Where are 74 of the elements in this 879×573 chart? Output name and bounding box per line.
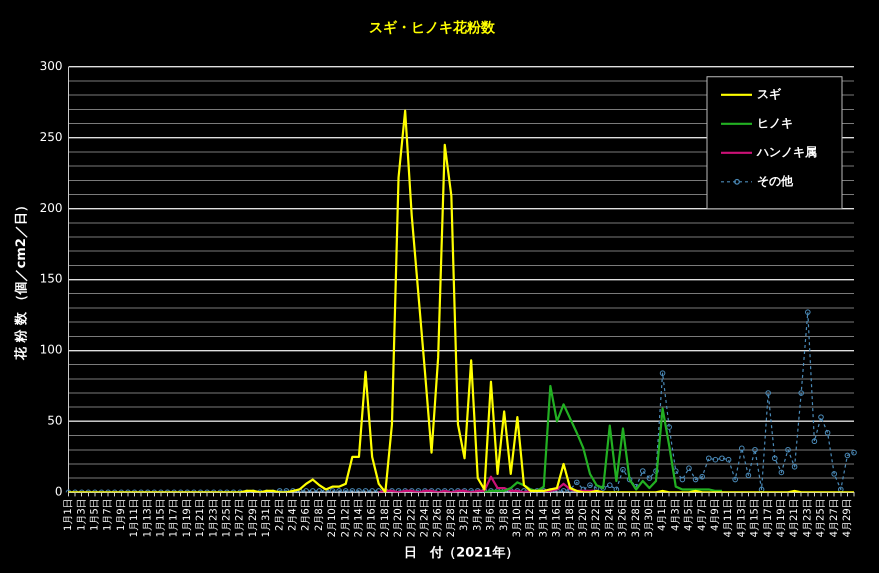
x-tick-label: 2月28日: [446, 498, 457, 538]
x-tick-label: 4月27日: [828, 498, 840, 538]
legend-label: ハンノキ属: [756, 144, 817, 159]
y-tick-label: 200: [40, 200, 63, 215]
x-tick-label: 4月9日: [710, 498, 721, 532]
x-tick-label: 3月30日: [644, 498, 655, 538]
x-tick-label: 2月26日: [432, 498, 444, 538]
x-tick-label: 4月29日: [842, 498, 853, 538]
x-tick-label: 4月17日: [762, 498, 774, 538]
x-tick-label: 2月14日: [354, 498, 365, 538]
x-tick-label: 1月15日: [156, 498, 167, 538]
x-tick-label: 1月29日: [248, 498, 259, 538]
x-tick-label: 2月20日: [393, 498, 404, 538]
y-tick-label: 100: [40, 342, 63, 357]
x-tick-label: 1月17日: [168, 498, 180, 538]
x-tick-label: 4月23日: [802, 498, 814, 538]
x-tick-label: 1月3日: [76, 498, 88, 532]
legend-label: ヒノキ: [757, 116, 793, 130]
y-tick-label: 0: [54, 484, 63, 498]
x-tick-label: 1月27日: [234, 498, 246, 538]
x-tick-label: 1月7日: [102, 498, 114, 532]
x-tick-label: 3月26日: [618, 498, 629, 538]
x-tick-label: 3月12日: [525, 498, 536, 538]
x-tick-label: 3月2日: [459, 498, 470, 532]
x-tick-label: 4月25日: [816, 498, 827, 538]
x-tick-label: 1月25日: [222, 498, 233, 538]
x-tick-label: 3月10日: [512, 498, 523, 538]
x-tick-label: 2月8日: [314, 498, 325, 532]
legend-label: その他: [757, 174, 794, 188]
x-tick-label: 1月31日: [261, 498, 272, 538]
x-tick-label: 3月8日: [498, 498, 510, 532]
x-tick-label: 4月1日: [657, 498, 668, 532]
x-tick-label: 3月22日: [591, 498, 602, 538]
x-tick-label: 2月10日: [327, 498, 338, 538]
y-tick-label: 50: [47, 414, 63, 428]
x-tick-label: 3月18日: [564, 498, 576, 538]
x-tick-label: 4月7日: [696, 498, 708, 532]
x-tick-label: 3月20日: [578, 498, 589, 538]
x-tick-label: 3月4日: [472, 498, 484, 532]
x-tick-label: 1月21日: [195, 498, 206, 538]
x-tick-label: 4月5日: [684, 498, 695, 532]
x-tick-label: 2月24日: [420, 498, 431, 538]
x-tick-label: 1月19日: [182, 498, 193, 538]
y-tick-label: 250: [40, 130, 63, 144]
x-tick-label: 2月22日: [406, 498, 418, 538]
x-tick-label: 2月16日: [366, 498, 378, 538]
x-axis-title: 日 付（2021年）: [404, 546, 518, 561]
x-tick-label: 2月12日: [340, 498, 352, 538]
x-tick-label: 4月13日: [736, 498, 748, 538]
x-tick-label: 2月6日: [300, 498, 312, 532]
x-tick-label: 4月11日: [723, 498, 734, 538]
x-tick-label: 1月11日: [129, 498, 140, 538]
y-tick-label: 300: [40, 58, 63, 73]
chart-title: スギ・ヒノキ花粉数: [369, 20, 496, 36]
x-tick-label: 1月1日: [63, 498, 74, 532]
y-axis-title: 花 粉 数 （個／cm2／日）: [14, 199, 30, 361]
x-tick-label: 1月5日: [90, 498, 100, 532]
y-tick-label: 150: [40, 272, 63, 286]
x-tick-label: 3月24日: [604, 498, 616, 538]
x-tick-label: 3月16日: [552, 498, 563, 538]
x-tick-label: 2月18日: [380, 498, 391, 538]
x-tick-label: 4月15日: [750, 498, 761, 538]
x-tick-label: 4月21日: [789, 498, 800, 538]
x-tick-label: 4月3日: [670, 498, 682, 532]
legend-label: スギ: [757, 86, 782, 101]
x-tick-label: 1月13日: [142, 498, 154, 538]
x-tick-label: 2月2日: [274, 498, 286, 532]
x-tick-label: 1月23日: [208, 498, 220, 538]
x-tick-label: 3月28日: [630, 498, 642, 538]
x-tick-label: 1月9日: [116, 498, 127, 532]
x-tick-label: 4月19日: [776, 498, 787, 538]
x-tick-label: 2月4日: [288, 498, 299, 532]
x-tick-label: 3月14日: [538, 498, 550, 538]
x-tick-label: 3月6日: [486, 498, 497, 532]
